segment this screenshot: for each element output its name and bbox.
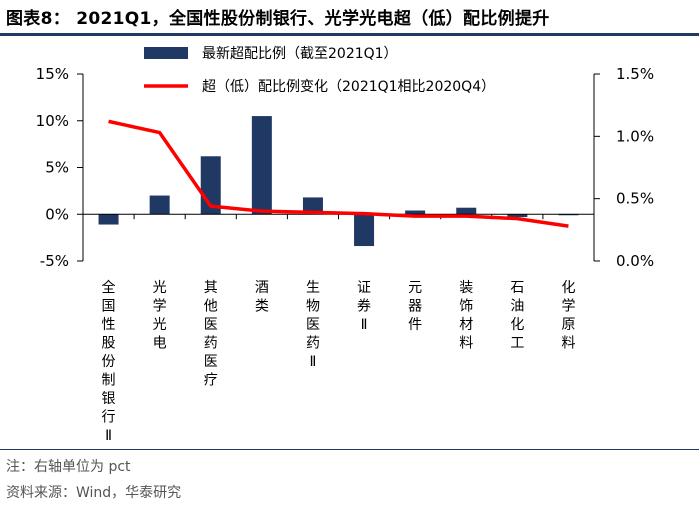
left-axis-tick-label: 0%: [45, 205, 69, 223]
category-label: 石油化工: [510, 280, 524, 352]
bar: [149, 195, 170, 215]
category-label: 证券 Ⅱ: [357, 280, 371, 333]
category-label: 酒类: [255, 280, 269, 315]
bar: [251, 116, 272, 215]
legend-bar-label: 最新超配比例（截至2021Q1）: [202, 46, 398, 62]
category-label: 化学原料: [561, 280, 575, 352]
right-axis-tick-label: 1.0%: [616, 127, 654, 145]
series-line: [108, 119, 569, 228]
left-axis-tick-label: 10%: [36, 112, 69, 130]
left-axis-tick-label: 15%: [36, 65, 69, 83]
title-rule: [0, 33, 699, 36]
category-label: 装饰材料: [459, 280, 473, 352]
bar: [98, 214, 119, 225]
category-label: 元器件: [408, 280, 422, 333]
category-label: 生物医药 Ⅱ: [306, 280, 320, 370]
category-label: 全国性股份制银行 Ⅱ: [102, 279, 116, 444]
bar: [354, 214, 375, 247]
bar: [405, 210, 426, 215]
bar: [456, 207, 477, 215]
legend-line-label: 超（低）配比例变化（2021Q1相比2020Q4）: [202, 79, 495, 95]
left-axis-tick-label: -5%: [40, 252, 69, 270]
right-axis-tick-label: 1.5%: [616, 65, 654, 83]
bar: [302, 197, 323, 215]
axis-note: 注：右轴单位为 pct: [6, 459, 131, 475]
source-note: 资料来源：Wind，华泰研究: [6, 485, 182, 501]
category-label: 光学光电: [153, 280, 167, 352]
chart-title: 图表8： 2021Q1，全国性股份制银行、光学光电超（低）配比例提升: [6, 9, 550, 29]
right-axis-tick-label: 0.5%: [616, 190, 654, 208]
legend-bar-swatch: [144, 47, 188, 59]
right-axis-tick-label: 0.0%: [616, 252, 654, 270]
footer-rule: [0, 449, 699, 450]
bar: [507, 214, 528, 218]
left-axis-tick-label: 5%: [45, 159, 69, 177]
category-label: 其他医药医疗: [204, 280, 218, 389]
